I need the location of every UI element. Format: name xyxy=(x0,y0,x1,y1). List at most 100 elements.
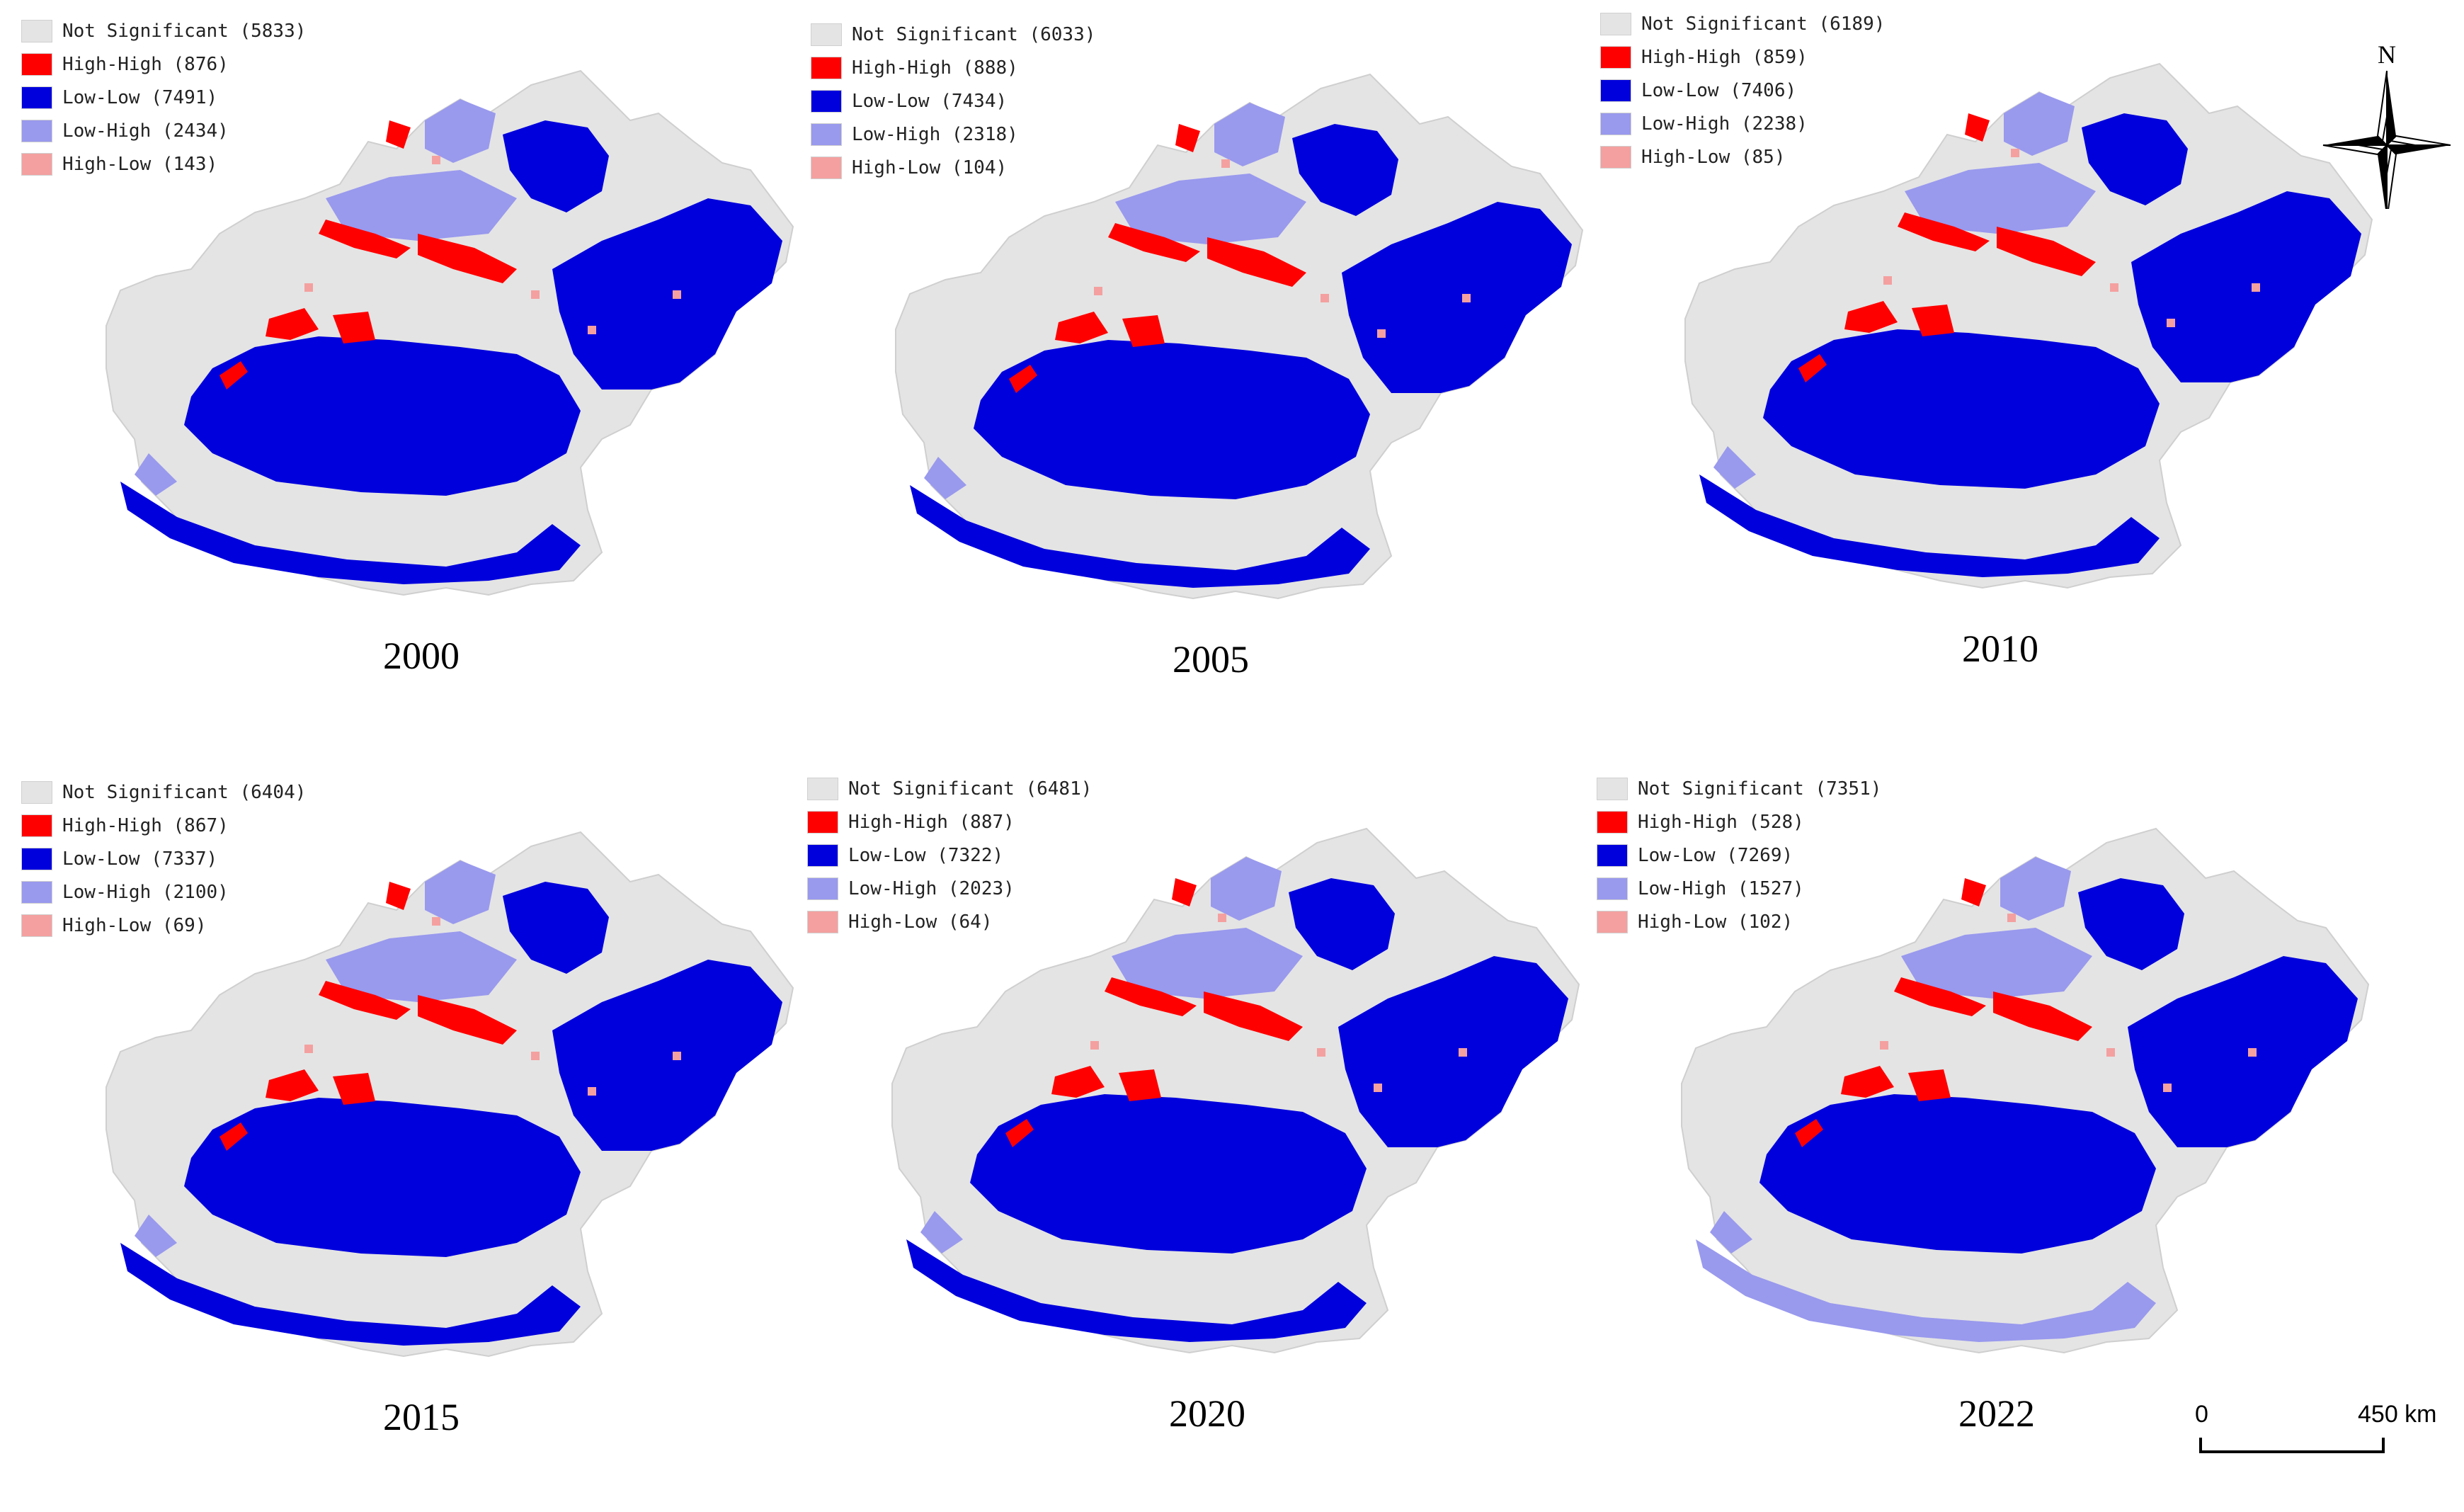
low-high-region xyxy=(135,1215,177,1257)
low-low-region xyxy=(974,340,1370,499)
high-high-cluster xyxy=(1175,124,1200,152)
low-high-region xyxy=(425,99,496,163)
high-low-cell xyxy=(304,1045,313,1053)
high-high-cluster xyxy=(1898,212,1990,251)
legend: Not Significant (6033) High-High (888) L… xyxy=(811,18,1095,184)
year-label: 2005 xyxy=(1173,638,1249,681)
high-high-cluster xyxy=(1105,977,1197,1016)
high-high-cluster xyxy=(1997,227,2096,276)
high-high-cluster xyxy=(1798,354,1827,382)
low-low-region xyxy=(1699,474,2160,577)
high-high-cluster xyxy=(219,361,248,390)
low-low-region xyxy=(184,1098,581,1257)
high-low-cell xyxy=(432,156,440,164)
swatch-high-high xyxy=(1597,810,1628,834)
high-high-cluster xyxy=(1119,1069,1161,1101)
legend-item-high-high: High-High (867) xyxy=(21,809,306,842)
low-low-region xyxy=(1292,124,1398,216)
high-high-cluster xyxy=(1894,977,1986,1016)
year-label: 2020 xyxy=(1169,1392,1245,1435)
legend-label: Low-High (2434) xyxy=(62,120,229,142)
legend-item-low-low: Low-Low (7434) xyxy=(811,84,1095,118)
legend-item-high-low: High-Low (85) xyxy=(1600,140,1885,174)
high-high-cluster xyxy=(1908,1069,1951,1101)
legend-label: High-Low (143) xyxy=(62,153,218,175)
legend-item-high-low: High-Low (69) xyxy=(21,909,306,942)
scale-start-label: 0 xyxy=(2195,1401,2208,1428)
high-high-cluster xyxy=(1108,223,1200,262)
high-high-cluster xyxy=(266,308,319,340)
legend-item-low-high: Low-High (2318) xyxy=(811,118,1095,151)
high-low-cell xyxy=(1090,1041,1099,1050)
high-low-cell xyxy=(2011,149,2019,157)
swatch-low-low xyxy=(811,89,842,113)
low-high-region xyxy=(1713,446,1756,489)
high-low-cell xyxy=(2007,914,2016,922)
low-low-region xyxy=(503,120,609,212)
low-low-region xyxy=(1338,956,1568,1147)
low-high-region xyxy=(326,170,517,241)
low-high-region xyxy=(920,1211,963,1254)
high-high-cluster xyxy=(319,981,411,1020)
legend-item-low-high: Low-High (2238) xyxy=(1600,107,1885,140)
high-high-cluster xyxy=(333,1073,375,1105)
low-low-region xyxy=(1289,878,1395,970)
low-high-region xyxy=(2000,857,2071,921)
legend-label: High-Low (102) xyxy=(1638,911,1793,933)
high-high-cluster xyxy=(1122,315,1165,347)
swatch-low-high xyxy=(807,877,838,900)
legend-item-high-high: High-High (859) xyxy=(1600,40,1885,74)
swatch-high-high xyxy=(811,56,842,79)
high-high-cluster xyxy=(1912,305,1954,336)
high-high-cluster xyxy=(386,882,411,910)
low-low-region xyxy=(503,882,609,974)
high-low-cell xyxy=(2106,1048,2115,1057)
high-high-cluster xyxy=(333,312,375,343)
low-high-region xyxy=(1211,857,1282,921)
low-low-region xyxy=(120,1243,581,1346)
high-high-cluster xyxy=(1965,113,1990,142)
low-high-region xyxy=(1905,163,2096,234)
high-high-cluster xyxy=(1055,312,1108,343)
high-low-cell xyxy=(1883,276,1892,285)
swatch-low-low xyxy=(21,847,52,870)
high-low-cell xyxy=(531,290,540,299)
high-low-cell xyxy=(673,290,681,299)
low-low-region xyxy=(2128,956,2358,1147)
high-low-cell xyxy=(1218,914,1226,922)
swatch-low-low xyxy=(807,843,838,867)
legend-item-low-high: Low-High (2100) xyxy=(21,875,306,909)
high-low-cell xyxy=(1221,159,1230,168)
legend-label: Not Significant (6189) xyxy=(1641,13,1886,35)
high-high-cluster xyxy=(1207,237,1306,287)
legend-label: High-High (888) xyxy=(852,57,1018,79)
legend-item-low-high: Low-High (2434) xyxy=(21,114,306,147)
scale-end-label: 450 km xyxy=(2358,1401,2437,1428)
map-panel-2020: Not Significant (6481) High-High (887) L… xyxy=(807,772,1607,1508)
legend: Not Significant (5833) High-High (876) L… xyxy=(21,14,306,181)
legend-item-low-low: Low-Low (7322) xyxy=(807,839,1092,872)
legend-label: High-Low (85) xyxy=(1641,146,1786,168)
legend-label: Low-High (2318) xyxy=(852,123,1018,145)
high-high-cluster xyxy=(1993,991,2092,1041)
high-low-cell xyxy=(1880,1041,1888,1050)
high-low-cell xyxy=(432,917,440,926)
swatch-low-low xyxy=(1600,79,1631,102)
high-low-cell xyxy=(673,1052,681,1060)
cluster-map xyxy=(1681,827,2370,1354)
legend-item-low-high: Low-High (2023) xyxy=(807,872,1092,905)
map-panel-2005: Not Significant (6033) High-High (888) L… xyxy=(811,18,1611,754)
low-high-region xyxy=(1112,928,1303,999)
swatch-low-high xyxy=(21,880,52,904)
legend: Not Significant (6189) High-High (859) L… xyxy=(1600,7,1885,174)
high-low-cell xyxy=(1459,1048,1467,1057)
low-high-region xyxy=(2004,92,2075,156)
low-high-region xyxy=(1115,174,1306,244)
cluster-map xyxy=(105,69,794,596)
cluster-map xyxy=(105,831,794,1358)
legend-item-not-significant: Not Significant (6189) xyxy=(1600,7,1885,40)
legend-label: High-High (876) xyxy=(62,53,229,75)
legend: Not Significant (6481) High-High (887) L… xyxy=(807,772,1092,938)
legend-item-high-high: High-High (528) xyxy=(1597,805,1881,839)
high-high-cluster xyxy=(319,220,411,258)
